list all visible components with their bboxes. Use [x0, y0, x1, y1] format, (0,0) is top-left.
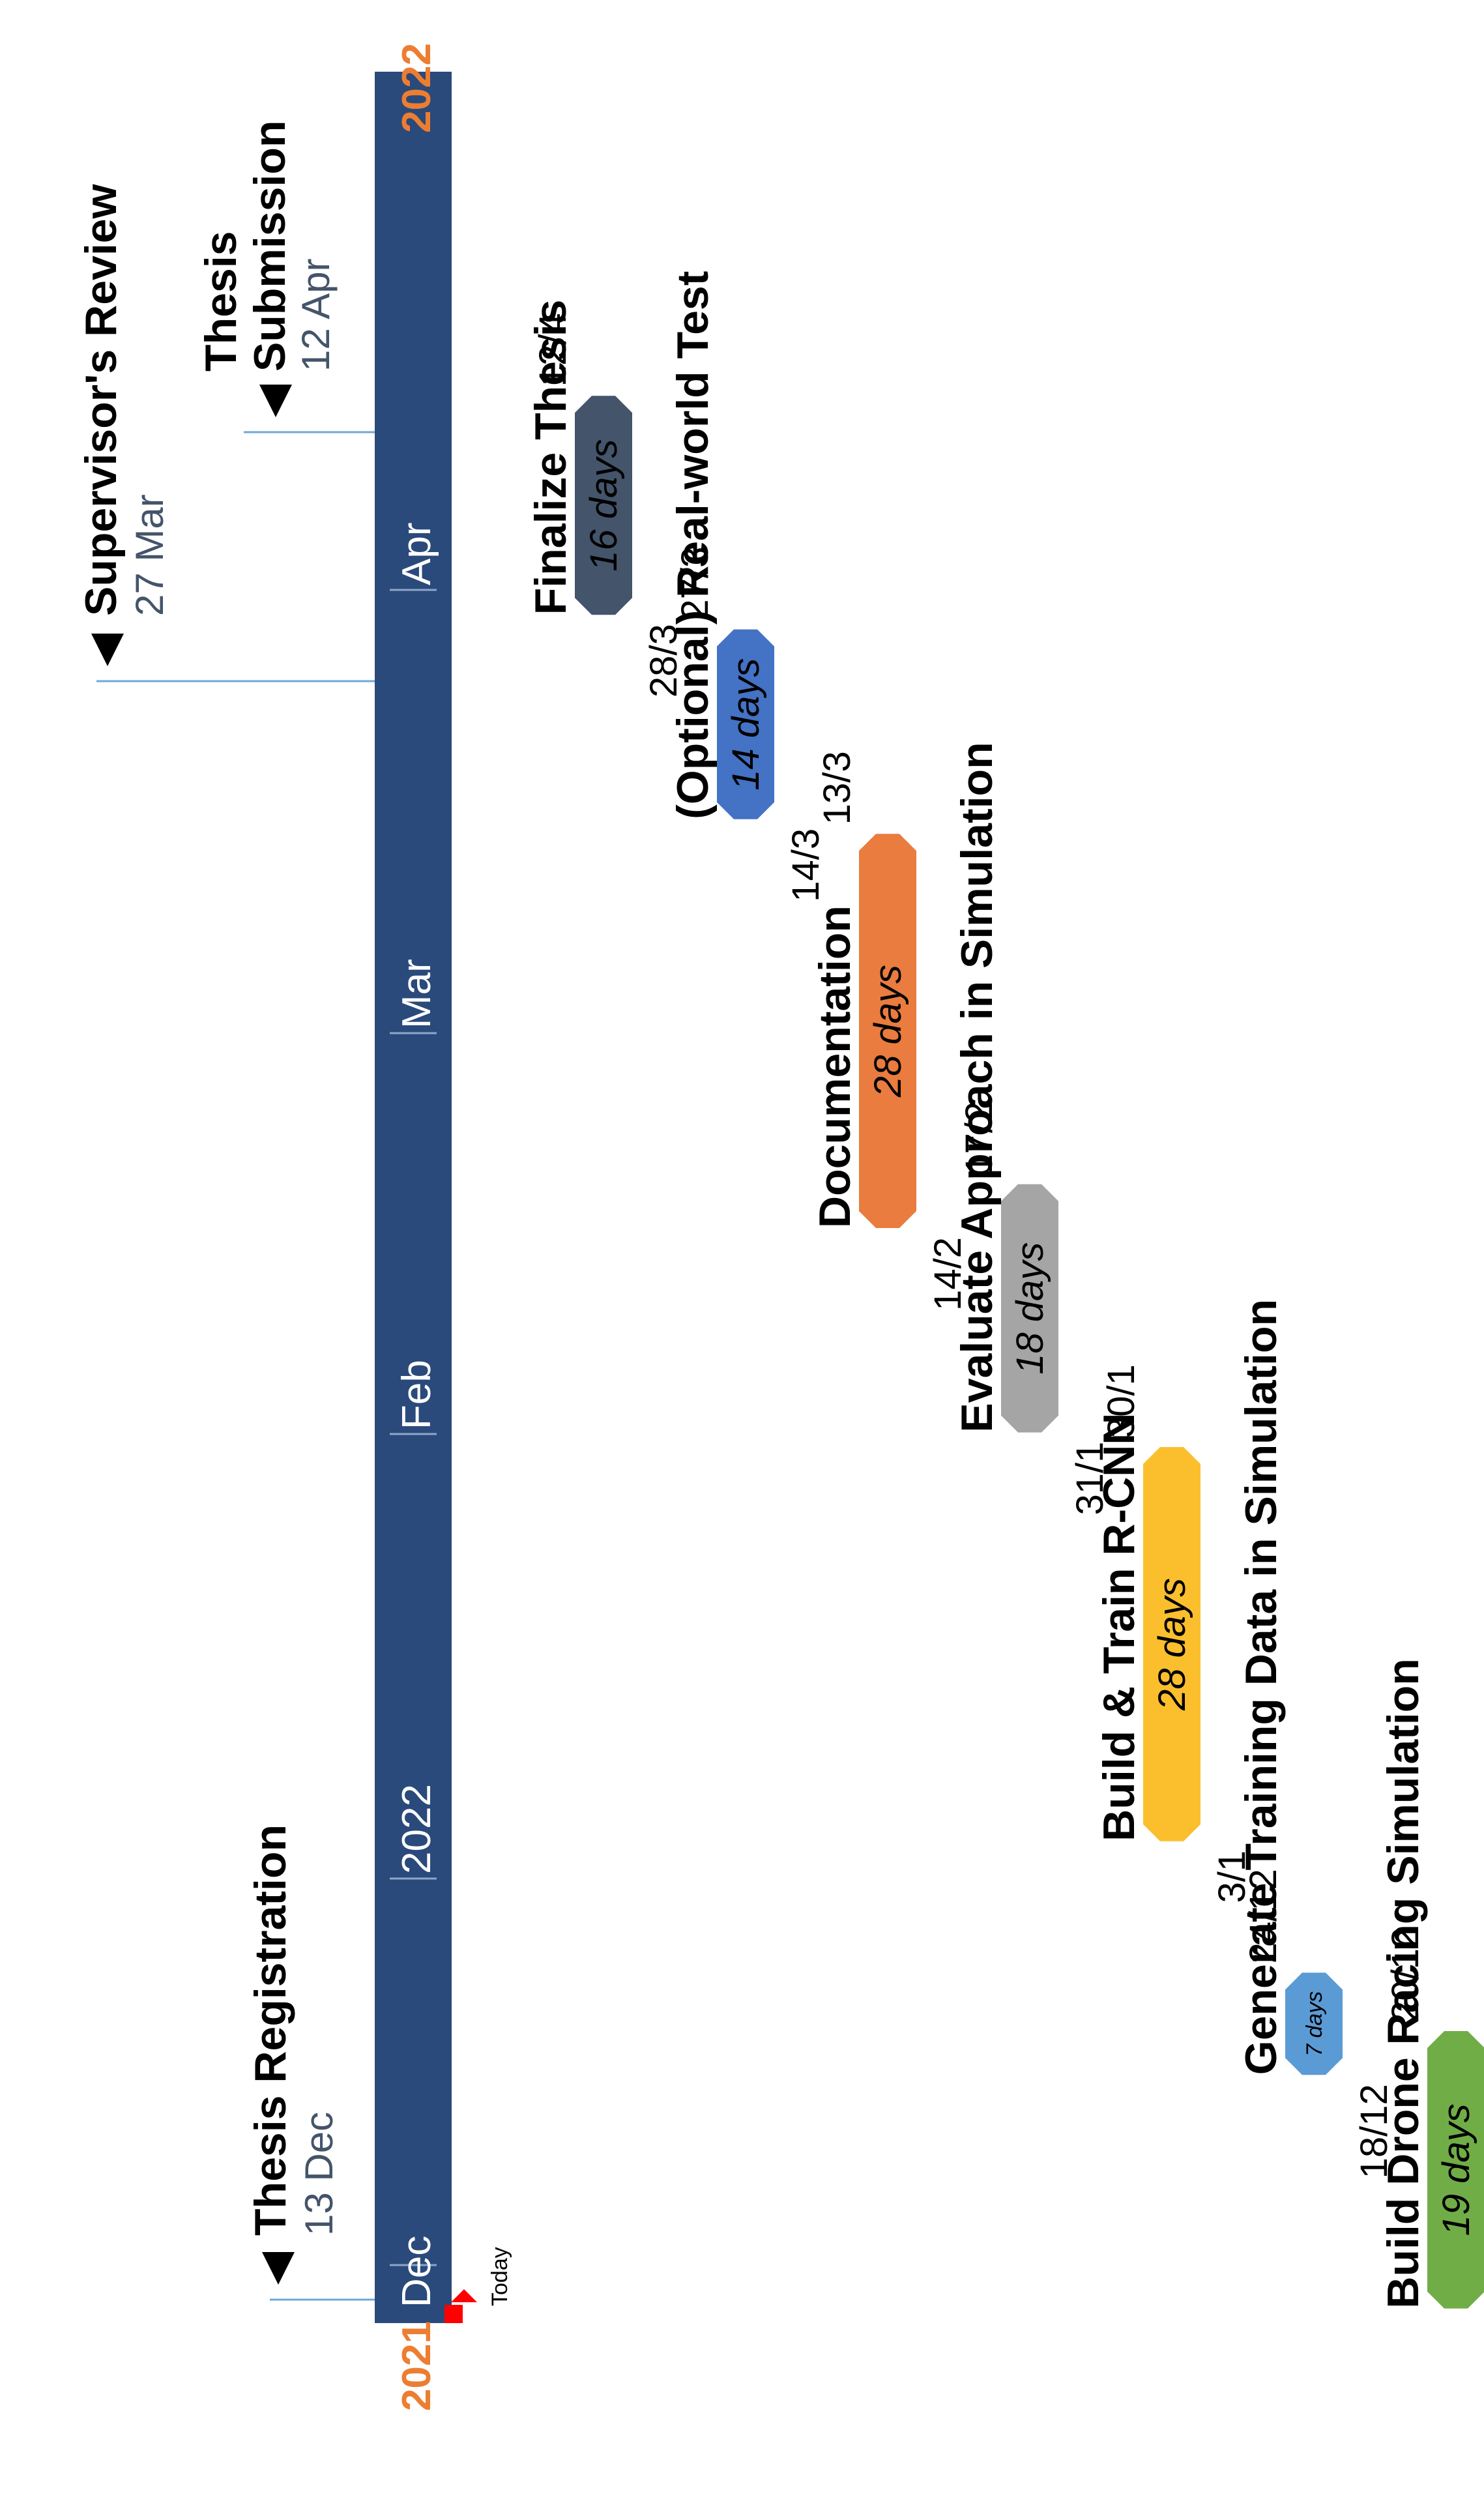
- task-start-date: 31/1: [1069, 1442, 1111, 1515]
- month-label-mar: Mar: [394, 959, 439, 1029]
- task-start-date: 14/3: [785, 828, 827, 902]
- today-triangle: [451, 2289, 477, 2302]
- task-name: Build & Train R-CNN: [1094, 1413, 1144, 1841]
- milestone-name-line-2: Submission: [245, 121, 295, 372]
- task-bar: [1143, 1447, 1200, 1841]
- task-name: (Optional) Real-world Test: [668, 271, 718, 819]
- task-duration: 28 days: [867, 965, 909, 1098]
- task-name: Finalize Thesis: [526, 299, 575, 615]
- task-end-date: 27/3: [674, 547, 716, 621]
- flag-icon: [262, 2252, 295, 2285]
- year-end-label: 2022: [394, 43, 439, 133]
- task-start-date: 3/1: [1211, 1851, 1253, 1903]
- flag-icon: [91, 634, 124, 666]
- milestone-name-line-1: Thesis: [196, 231, 246, 372]
- month-label-feb: Feb: [394, 1360, 439, 1429]
- task-start-date: 18/12: [1353, 2084, 1395, 2178]
- task-end-date: 12/4: [532, 313, 574, 387]
- month-label-apr: Apr: [394, 523, 439, 585]
- milestone-lines: [96, 431, 375, 2301]
- year-start-label: 2021: [394, 2321, 439, 2411]
- month-label-2022: 2022: [394, 1784, 439, 1874]
- month-label-dec: Dec: [394, 2236, 439, 2307]
- task-row: 7 days Generate Training Data in Simulati…: [1236, 1299, 1395, 2178]
- task-bar: [859, 834, 916, 1228]
- milestone-date: 12 Apr: [294, 259, 338, 372]
- task-end-date: 17/2: [958, 1102, 1000, 1175]
- task-bar: [575, 396, 632, 615]
- today-square: [444, 2305, 463, 2323]
- task-bar: [1285, 1972, 1343, 2075]
- milestone-date: 13 Dec: [297, 2112, 341, 2236]
- task-name: Evaluate Approach in Simulation: [952, 742, 1002, 1432]
- task-row: 14 days(Optional) Real-world Test 14/3 27/…: [668, 271, 827, 902]
- milestone-name: Thesis Registration: [246, 1824, 295, 2236]
- task-start-date: 14/2: [927, 1237, 969, 1311]
- today-marker: Today: [444, 2247, 512, 2323]
- milestone-name: Supervisor's Review: [76, 183, 126, 616]
- timeline-bar: [375, 72, 452, 2323]
- task-name: Generate Training Data in Simulation: [1236, 1299, 1286, 2075]
- task-end-date: 13/3: [816, 751, 858, 825]
- task-duration: 18 days: [1009, 1242, 1051, 1375]
- task-bar: [717, 629, 774, 819]
- task-duration: 7 days: [1302, 1991, 1327, 2057]
- task-end-date: 30/1: [1100, 1364, 1142, 1438]
- task-duration: 14 days: [725, 658, 767, 791]
- task-bar: [1427, 2031, 1484, 2309]
- milestones: Thesis Registration 13 Dec Supervisor's …: [76, 121, 341, 2285]
- task-name: Build Drone Racing Simulation: [1378, 1658, 1428, 2308]
- task-duration: 19 days: [1435, 2103, 1477, 2236]
- milestone-date: 27 Mar: [128, 494, 171, 616]
- task-start-date: 28/3: [643, 624, 685, 697]
- task-end-date: 24/12: [1242, 1869, 1285, 1963]
- flag-icon: [259, 385, 292, 417]
- today-label: Today: [487, 2247, 512, 2306]
- task-end-date: 20/12: [1384, 1927, 1427, 2022]
- month-labels: Dec 2022 Feb Mar Apr: [390, 523, 439, 2307]
- task-bar: [1001, 1184, 1058, 1433]
- task-name: Documentation: [810, 905, 860, 1228]
- task-duration: 28 days: [1151, 1578, 1193, 1711]
- task-duration: 16 days: [583, 439, 625, 572]
